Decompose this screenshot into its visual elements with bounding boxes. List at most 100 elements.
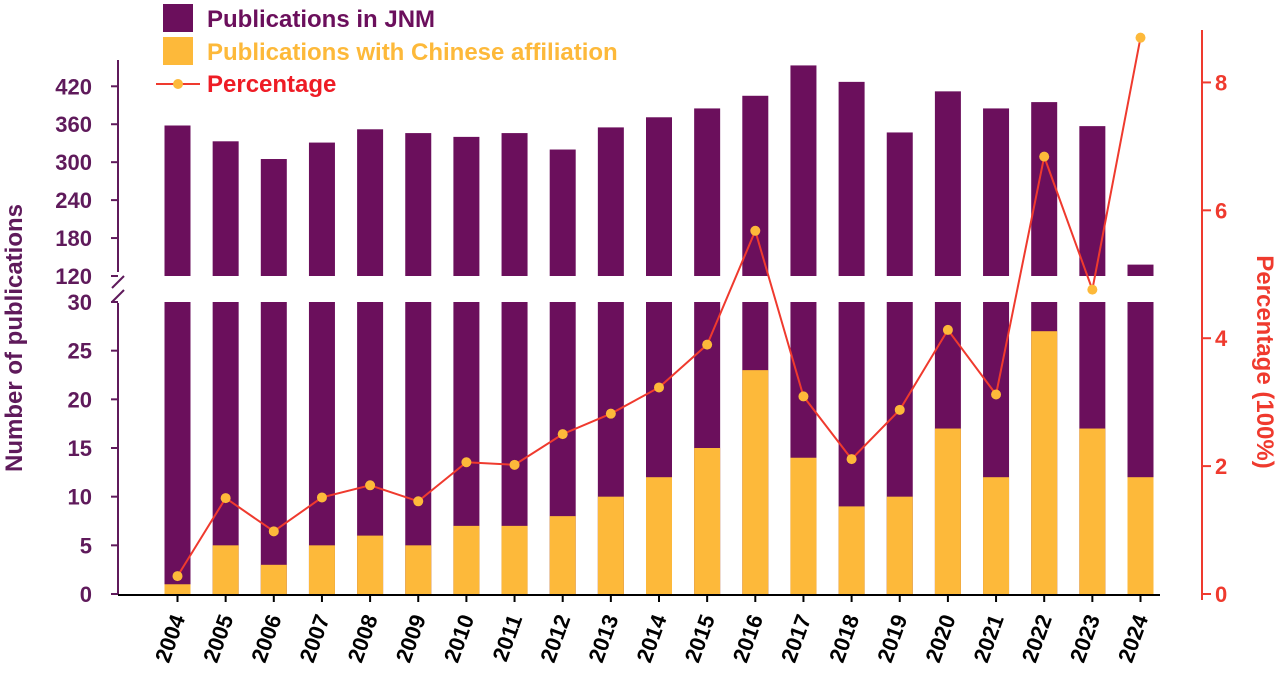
x-tick-label: 2006 [246,611,286,666]
bar-total-upper-2019 [886,132,913,276]
y2-tick-label: 6 [1215,198,1227,223]
y2-axis-title: Percentage (100%) [1251,255,1278,468]
x-tick-label: 2022 [1017,611,1057,666]
bar-total-upper-2023 [1079,126,1106,276]
bar-total-upper-2013 [597,127,624,276]
chinese-bars-group [164,331,1154,594]
y-tick-label-upper: 300 [55,150,92,175]
y2-tick-label: 2 [1215,454,1227,479]
percentage-point-2016 [750,225,761,236]
bar-total-upper-2004 [164,125,191,276]
legend: Publications in JNM Publications with Ch… [156,4,618,98]
x-axis: 2004 2005 2006 2007 2008 2009 2010 2011 2012 2013… [118,594,1160,666]
x-tick-label: 2017 [776,611,816,666]
percentage-point-2013 [605,408,616,419]
percentage-point-2021 [991,389,1002,400]
x-tick-label: 2015 [680,611,720,666]
legend-swatch-total [163,4,193,32]
bar-total-upper-2016 [742,95,769,276]
bar-chinese-2015 [694,448,721,594]
bar-total-upper-2018 [838,81,865,276]
bar-total-upper-2022 [1031,102,1058,277]
x-tick-label: 2021 [969,611,1009,666]
x-tick-label: 2010 [439,611,479,666]
bar-chinese-2010 [453,525,480,594]
bar-chinese-2023 [1079,428,1106,594]
bar-chinese-2022 [1031,331,1058,594]
percentage-point-2024 [1135,32,1146,43]
y-tick-label-lower: 10 [68,485,92,510]
bar-chinese-2006 [260,564,287,594]
bar-chinese-2013 [597,496,624,594]
x-tick-label: 2012 [535,611,575,666]
bar-chinese-2014 [646,477,672,594]
percentage-point-2018 [846,454,857,465]
x-tick-label: 2019 [872,611,912,666]
bar-total-upper-2024 [1127,264,1154,276]
y-tick-label-lower: 25 [68,339,92,364]
legend-label-total: Publications in JNM [207,6,435,33]
bar-chinese-2024 [1127,477,1154,594]
x-tick-label: 2020 [920,611,960,666]
percentage-point-2005 [220,493,231,504]
percentage-point-2004 [172,571,183,582]
y-tick-label-upper: 420 [55,74,92,99]
percentage-line-group [172,32,1146,582]
percentage-point-2017 [798,391,809,402]
bar-chinese-2016 [742,370,769,594]
bar-total-upper-2014 [646,117,672,276]
bar-total-lower-2004 [164,302,191,594]
y-tick-label-lower: 5 [80,533,92,558]
x-tick-label: 2013 [583,611,623,666]
percentage-point-2006 [268,526,279,537]
right-axis: 0 2 4 6 8 [1201,30,1228,607]
bar-chinese-2011 [501,525,528,594]
percentage-point-2008 [365,480,376,491]
x-tick-label: 2011 [487,611,527,664]
bar-chinese-2020 [934,428,961,594]
bar-total-upper-2011 [501,133,528,276]
legend-swatch-chinese [163,37,193,65]
percentage-point-2022 [1039,151,1050,162]
x-tick-label: 2014 [631,610,671,665]
y-axis-title: Number of publications [1,204,28,472]
bar-chinese-2018 [838,506,865,594]
bar-chinese-2004 [164,584,191,594]
y-tick-label-lower: 20 [68,387,92,412]
x-tick-label: 2016 [728,611,768,666]
x-tick-label: 2009 [391,611,431,666]
bar-chinese-2012 [549,516,576,594]
bar-total-upper-2012 [549,149,576,276]
percentage-point-2011 [509,459,520,470]
y-tick-label-upper: 120 [55,264,92,289]
bar-total-upper-2006 [260,159,287,276]
bar-chinese-2008 [357,535,384,594]
axis-break-mark-upper [111,275,125,289]
bar-total-upper-2021 [983,108,1010,276]
bar-total-upper-2015 [694,108,721,276]
bar-total-upper-2017 [790,65,817,276]
bar-total-upper-2009 [405,133,432,276]
x-tick-label: 2023 [1065,611,1105,666]
bar-total-lower-2006 [260,302,287,594]
percentage-point-2015 [702,339,713,350]
bar-chinese-2017 [790,457,817,594]
percentage-point-2019 [894,404,905,415]
percentage-point-2023 [1087,284,1098,295]
x-tick-label: 2008 [343,611,383,666]
y2-tick-label: 4 [1215,326,1228,351]
bar-chinese-2007 [308,545,335,594]
y-tick-label-upper: 240 [55,188,92,213]
legend-label-percentage: Percentage [207,71,336,98]
bar-chinese-2021 [983,477,1010,594]
y2-tick-label: 8 [1215,70,1227,95]
bar-total-upper-2020 [934,91,961,277]
legend-label-chinese: Publications with Chinese affiliation [207,39,618,66]
y2-tick-label: 0 [1215,582,1227,607]
percentage-point-2007 [316,492,327,503]
x-tick-label: 2007 [294,611,334,666]
y-tick-label-lower: 30 [68,290,92,315]
bar-total-upper-2008 [357,129,384,276]
